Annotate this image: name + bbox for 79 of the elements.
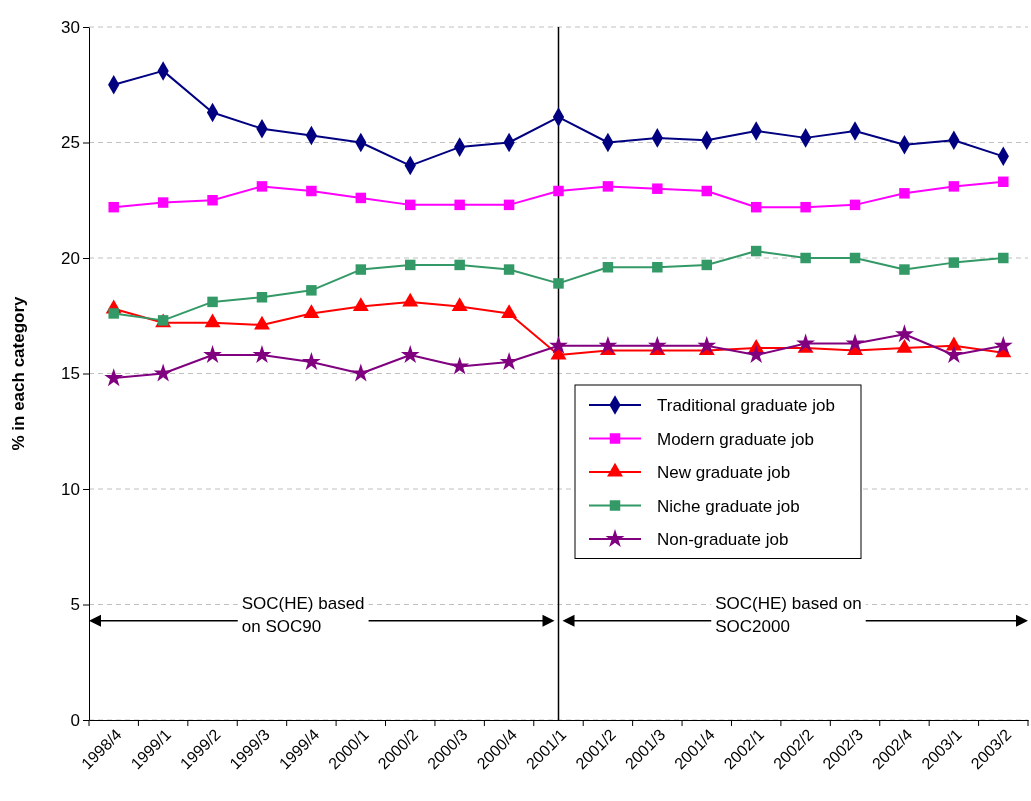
y-axis-title: % in each category bbox=[9, 295, 28, 451]
point bbox=[256, 181, 268, 192]
point bbox=[306, 285, 317, 296]
point bbox=[503, 264, 515, 275]
legend-label: Modern graduate job bbox=[657, 429, 814, 449]
point bbox=[252, 345, 272, 364]
point bbox=[701, 185, 713, 197]
point bbox=[750, 245, 762, 257]
point bbox=[845, 333, 865, 352]
point bbox=[800, 252, 811, 264]
point bbox=[402, 292, 419, 307]
point bbox=[254, 315, 270, 330]
point bbox=[553, 278, 564, 289]
y-tick-label: 15 bbox=[61, 364, 80, 384]
point bbox=[944, 345, 964, 364]
point bbox=[652, 262, 663, 273]
point bbox=[796, 333, 816, 352]
point bbox=[746, 345, 766, 364]
y-tick-label: 0 bbox=[70, 710, 80, 730]
legend-label: Niche graduate job bbox=[657, 496, 800, 516]
point bbox=[948, 257, 960, 268]
point bbox=[549, 335, 568, 354]
y-tick-label: 25 bbox=[61, 133, 80, 153]
point bbox=[450, 356, 470, 375]
y-tick-label: 30 bbox=[61, 17, 80, 37]
legend-label: Traditional graduate job bbox=[657, 396, 835, 415]
point bbox=[993, 335, 1013, 354]
point bbox=[652, 183, 663, 194]
point bbox=[849, 199, 861, 211]
point bbox=[598, 335, 618, 354]
annotation: SOC(HE) based on SOC2000 bbox=[715, 593, 862, 636]
legend-label: New graduate job bbox=[657, 463, 791, 482]
point bbox=[454, 259, 465, 271]
point bbox=[553, 185, 564, 197]
point bbox=[303, 304, 320, 319]
point bbox=[400, 345, 420, 364]
point bbox=[351, 363, 371, 382]
point bbox=[108, 201, 119, 213]
y-tick-label: 10 bbox=[61, 479, 80, 499]
point bbox=[454, 199, 465, 211]
point bbox=[256, 292, 268, 303]
point bbox=[207, 195, 218, 206]
point bbox=[404, 199, 416, 211]
point bbox=[899, 264, 910, 275]
y-tick-label: 20 bbox=[61, 248, 80, 268]
point bbox=[501, 304, 518, 319]
point bbox=[602, 181, 614, 192]
point bbox=[355, 192, 367, 204]
point bbox=[404, 259, 416, 271]
legend-label: Non-graduate job bbox=[657, 530, 789, 549]
point bbox=[451, 297, 468, 312]
point bbox=[697, 335, 717, 354]
point bbox=[499, 352, 519, 370]
point bbox=[800, 201, 811, 213]
point bbox=[207, 296, 218, 308]
point bbox=[306, 185, 317, 197]
point bbox=[750, 201, 762, 213]
point bbox=[849, 252, 861, 264]
point bbox=[503, 199, 515, 211]
point bbox=[352, 297, 369, 312]
point bbox=[355, 264, 367, 275]
point bbox=[301, 352, 321, 370]
point bbox=[108, 308, 119, 319]
point bbox=[104, 368, 124, 387]
point bbox=[203, 345, 222, 364]
point bbox=[896, 338, 913, 353]
point bbox=[647, 335, 667, 354]
annotation: SOC(HE) based on SOC90 bbox=[241, 593, 365, 636]
point bbox=[998, 252, 1009, 264]
point bbox=[895, 324, 914, 343]
point bbox=[899, 188, 910, 199]
point bbox=[948, 181, 960, 192]
y-tick-label: 5 bbox=[70, 595, 80, 615]
point bbox=[153, 363, 173, 382]
point bbox=[204, 313, 221, 328]
point bbox=[157, 197, 169, 208]
point bbox=[701, 259, 713, 271]
point bbox=[602, 262, 614, 273]
point bbox=[998, 176, 1009, 188]
